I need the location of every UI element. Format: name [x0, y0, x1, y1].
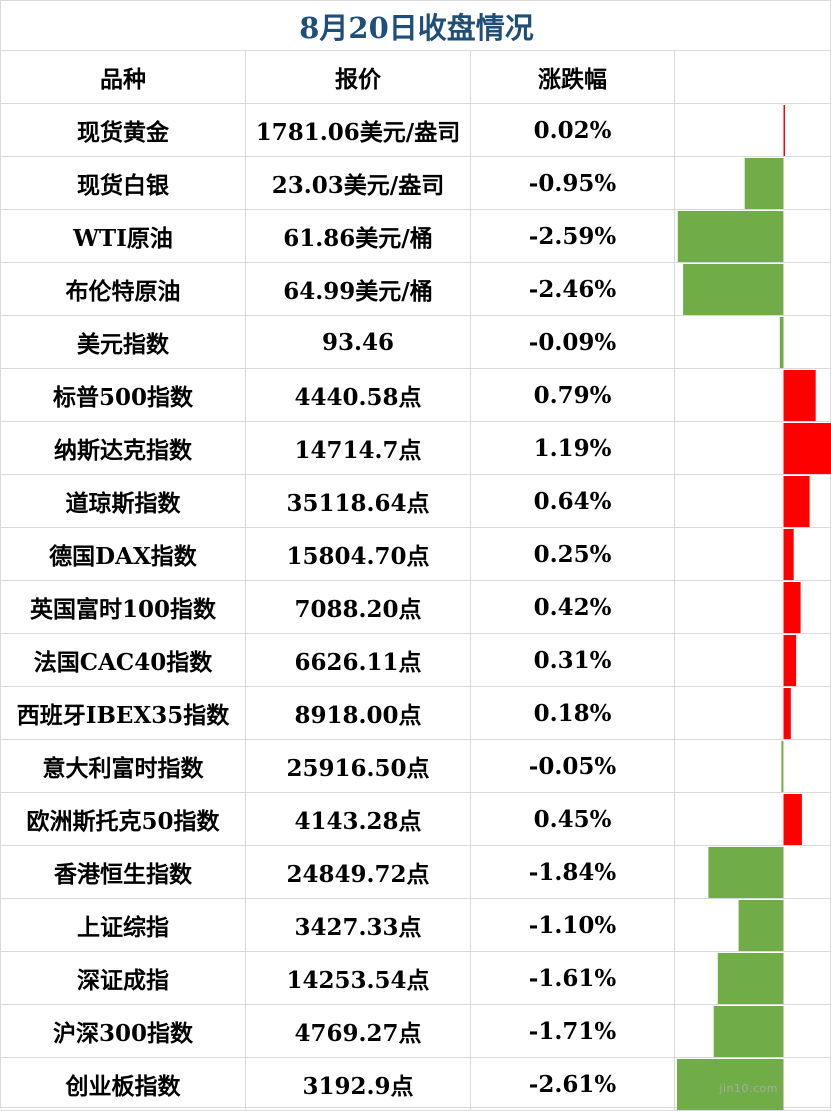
row-price: 4440.58点 — [246, 369, 471, 421]
header-bar-cell — [675, 51, 831, 103]
row-name: WTI原油 — [1, 210, 246, 262]
row-change: -2.61% — [471, 1058, 675, 1110]
change-bar — [784, 635, 797, 686]
change-bar — [784, 476, 810, 527]
row-name: 意大利富时指数 — [1, 740, 246, 792]
change-bar — [784, 423, 831, 474]
row-name: 创业板指数 — [1, 1058, 246, 1110]
row-price: 64.99美元/桶 — [246, 263, 471, 315]
row-name: 西班牙IBEX35指数 — [1, 687, 246, 739]
row-price: 14253.54点 — [246, 952, 471, 1004]
header-price: 报价 — [246, 51, 471, 103]
row-name: 标普500指数 — [1, 369, 246, 421]
row-price: 3427.33点 — [246, 899, 471, 951]
row-name: 香港恒生指数 — [1, 846, 246, 898]
row-change: 0.79% — [471, 369, 675, 421]
row-price: 8918.00点 — [246, 687, 471, 739]
row-price: 1781.06美元/盎司 — [246, 104, 471, 156]
row-change: -2.59% — [471, 210, 675, 262]
row-price: 14714.7点 — [246, 422, 471, 474]
row-change: 0.45% — [471, 793, 675, 845]
row-price: 15804.70点 — [246, 528, 471, 580]
row-name: 上证综指 — [1, 899, 246, 951]
row-price: 25916.50点 — [246, 740, 471, 792]
row-change: 0.64% — [471, 475, 675, 527]
change-bar — [784, 582, 801, 633]
row-price: 23.03美元/盎司 — [246, 157, 471, 209]
change-bar — [784, 105, 786, 156]
row-name: 布伦特原油 — [1, 263, 246, 315]
change-bar — [784, 370, 816, 421]
change-bar — [739, 900, 784, 951]
row-name: 道琼斯指数 — [1, 475, 246, 527]
row-change: -2.46% — [471, 263, 675, 315]
row-change: 1.19% — [471, 422, 675, 474]
row-name: 欧洲斯托克50指数 — [1, 793, 246, 845]
row-change: -1.71% — [471, 1005, 675, 1057]
row-price: 4143.28点 — [246, 793, 471, 845]
row-price: 93.46 — [246, 316, 471, 368]
change-bar — [745, 158, 784, 209]
row-change: -1.61% — [471, 952, 675, 1004]
change-bar — [780, 317, 784, 368]
row-change: 0.18% — [471, 687, 675, 739]
row-change: 0.25% — [471, 528, 675, 580]
change-bar — [781, 741, 783, 792]
row-change: -1.84% — [471, 846, 675, 898]
row-change: -0.09% — [471, 316, 675, 368]
row-name: 沪深300指数 — [1, 1005, 246, 1057]
row-price: 24849.72点 — [246, 846, 471, 898]
row-name: 英国富时100指数 — [1, 581, 246, 633]
row-name: 深证成指 — [1, 952, 246, 1004]
row-price: 35118.64点 — [246, 475, 471, 527]
row-price: 3192.9点 — [246, 1058, 471, 1110]
row-name: 现货黄金 — [1, 104, 246, 156]
watermark: jin10.com — [719, 1082, 778, 1095]
row-price: 7088.20点 — [246, 581, 471, 633]
row-change: -1.10% — [471, 899, 675, 951]
header-name: 品种 — [1, 51, 246, 103]
row-change: -0.95% — [471, 157, 675, 209]
change-bar — [678, 211, 784, 262]
change-bar — [718, 953, 784, 1004]
change-bar — [784, 688, 791, 739]
change-bar-chart — [675, 104, 831, 1109]
page-title: 8月20日收盘情况 — [1, 1, 831, 51]
row-price: 61.86美元/桶 — [246, 210, 471, 262]
row-change: 0.31% — [471, 634, 675, 686]
change-bar — [708, 847, 783, 898]
change-bar — [784, 794, 802, 845]
change-bar — [683, 264, 783, 315]
row-price: 4769.27点 — [246, 1005, 471, 1057]
row-change: 0.42% — [471, 581, 675, 633]
row-price: 6626.11点 — [246, 634, 471, 686]
row-name: 法国CAC40指数 — [1, 634, 246, 686]
row-name: 纳斯达克指数 — [1, 422, 246, 474]
row-name: 德国DAX指数 — [1, 528, 246, 580]
change-bar — [784, 529, 794, 580]
header-change: 涨跌幅 — [471, 51, 675, 103]
row-change: -0.05% — [471, 740, 675, 792]
header-row: 品种 报价 涨跌幅 — [1, 51, 831, 104]
row-name: 现货白银 — [1, 157, 246, 209]
change-bar — [714, 1006, 784, 1057]
row-change: 0.02% — [471, 104, 675, 156]
row-name: 美元指数 — [1, 316, 246, 368]
